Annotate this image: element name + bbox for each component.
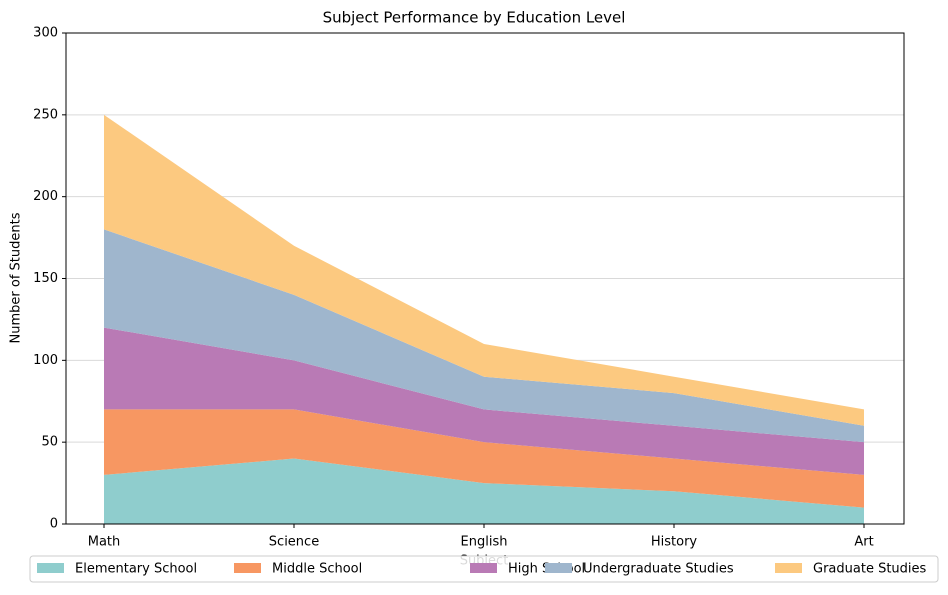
x-tick-label: English: [461, 535, 508, 550]
y-tick-label: 100: [33, 353, 58, 368]
y-tick-label: 250: [33, 107, 58, 122]
y-tick-label: 150: [33, 271, 58, 286]
x-tick-label: Science: [269, 535, 319, 550]
plot-frame: [65, 32, 905, 525]
y-tick-label: 0: [50, 517, 58, 532]
legend-swatch: [234, 563, 261, 573]
legend-swatch: [775, 563, 802, 573]
legend-label: Graduate Studies: [813, 562, 927, 577]
legend-swatch: [37, 563, 64, 573]
area: [104, 327, 864, 475]
axes: 0 50 100 150 200 250 300 Math Science English Hist…: [33, 26, 905, 550]
x-tick-label: Art: [854, 535, 873, 550]
legend-label: Undergraduate Studies: [583, 562, 734, 577]
y-tick-label: 300: [33, 26, 58, 41]
area: [104, 229, 864, 443]
y-tick-label: 200: [33, 189, 58, 204]
areas: [66, 32, 904, 525]
x-tick-label: Math: [88, 535, 121, 550]
legend-swatch: [545, 563, 572, 573]
area: [104, 114, 864, 426]
chart-title: Subject Performance by Education Level: [323, 9, 626, 27]
x-tick-label: History: [651, 535, 698, 550]
y-axis-label: Number of Students: [9, 212, 24, 343]
legend-swatch: [470, 563, 497, 573]
y-tick-label: 50: [41, 435, 58, 450]
legend-label: Elementary School: [75, 562, 197, 577]
area: [104, 409, 864, 508]
legend-label: Middle School: [272, 562, 362, 577]
area: [104, 458, 864, 524]
